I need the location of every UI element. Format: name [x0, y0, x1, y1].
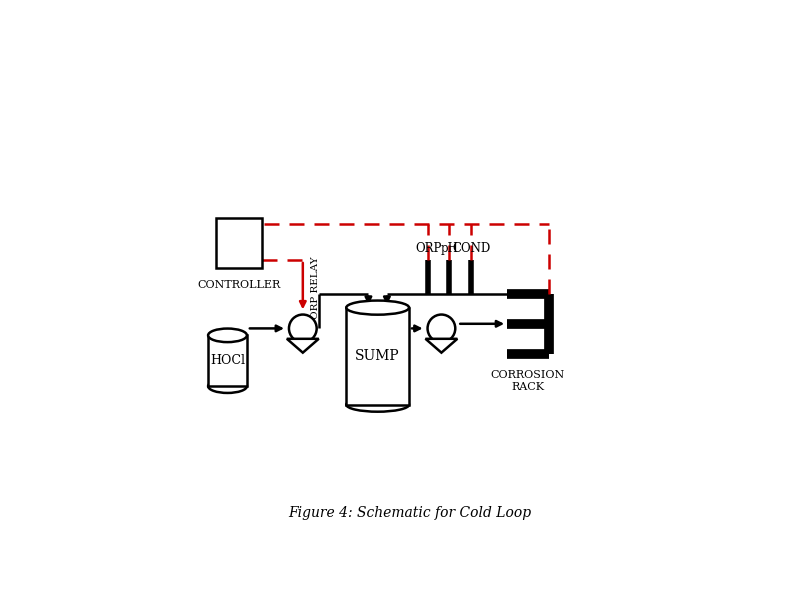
Text: ORP RELAY: ORP RELAY [311, 256, 320, 319]
Text: CORROSION
RACK: CORROSION RACK [490, 370, 565, 392]
Bar [216, 218, 262, 268]
Circle shape [289, 314, 317, 342]
Text: HOCl: HOCl [210, 354, 245, 367]
Text: pH: pH [440, 242, 458, 255]
Ellipse shape [346, 398, 409, 412]
Polygon shape [287, 339, 318, 353]
Ellipse shape [208, 329, 247, 342]
Bar [346, 308, 409, 404]
Ellipse shape [208, 379, 247, 393]
Text: SUMP: SUMP [355, 349, 400, 363]
Text: Figure 4: Schematic for Cold Loop: Figure 4: Schematic for Cold Loop [289, 506, 531, 520]
Ellipse shape [346, 301, 409, 314]
Text: COND: COND [452, 242, 490, 255]
Polygon shape [426, 339, 458, 353]
Text: CONTROLLER: CONTROLLER [198, 280, 281, 290]
Circle shape [427, 314, 455, 342]
Bar [208, 335, 247, 386]
Text: ORP: ORP [415, 242, 442, 255]
